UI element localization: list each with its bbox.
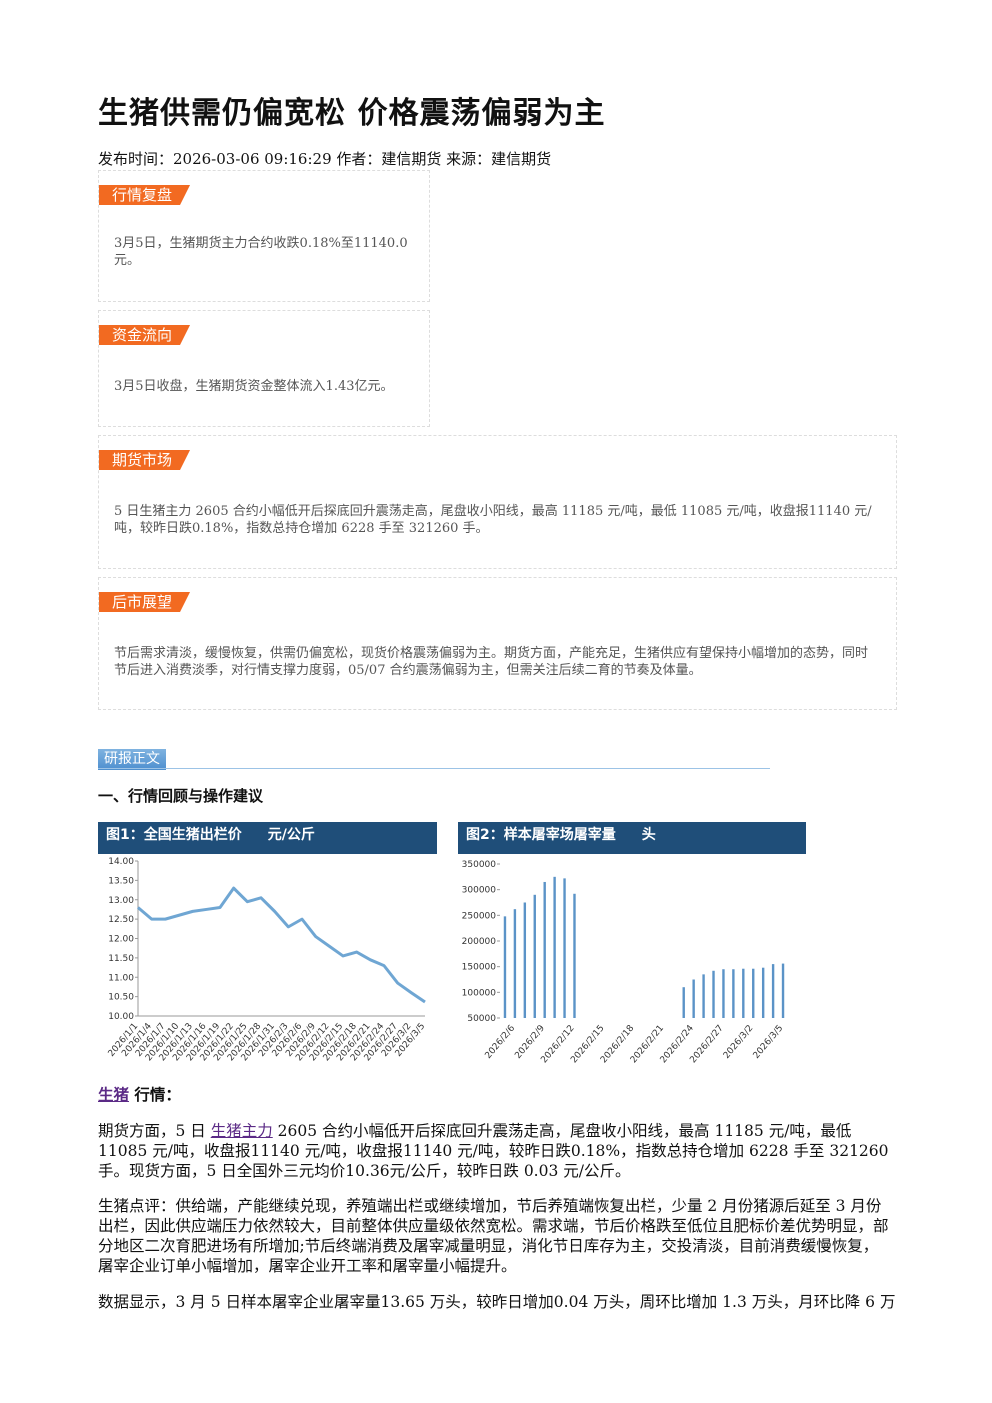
paragraph: 生猪点评：供给端，产能继续兑现，养殖端出栏或继续增加，节后养殖端恢复出栏，少量 … — [98, 1197, 889, 1275]
chart: 50000 100000 150000 200000 250000 300000 35000… — [462, 860, 786, 1065]
price-line — [137, 886, 426, 1004]
bar — [771, 964, 775, 1018]
y-tick-label: 350000 — [462, 860, 497, 870]
x-tick-label: 2026/2/6 — [484, 1023, 518, 1061]
y-tick-label: 13.00 — [108, 896, 134, 906]
subheading: 生猪 行情： — [98, 1085, 893, 1105]
y-tick-label: 12.50 — [108, 915, 134, 925]
section-text: 节后需求清淡，缓慢恢复，供需仍偏宽松，现货价格震荡偏弱为主。期货方面，产能充足，… — [114, 646, 869, 678]
section-tag: 期货市场 — [99, 450, 190, 470]
bar — [752, 968, 755, 1018]
y-tick-label: 200000 — [462, 937, 497, 947]
section-box: 资金流向 3月5日收盘，生猪期货资金整体流入1.43亿元。 — [98, 310, 430, 427]
link[interactable]: 生猪主力 — [210, 1122, 273, 1140]
x-tick-label: 2026/3/5 — [752, 1024, 786, 1061]
bar — [523, 902, 527, 1018]
y-tick-label: 300000 — [462, 886, 497, 896]
title: 生猪供需仍偏宽松 价格震荡偏弱为主 — [98, 96, 606, 131]
bar — [543, 881, 546, 1018]
bar — [503, 916, 507, 1018]
bar — [513, 909, 517, 1018]
y-tick-label: 100000 — [462, 988, 497, 998]
chart: 10.00 10.50 11.00 11.50 12.00 12.50 13.00 13.50… — [107, 857, 428, 1063]
section-tag: 行情复盘 — [99, 185, 190, 205]
chart-unit: 元/公斤 — [267, 827, 315, 843]
section-box: 行情复盘 3月5日，生猪期货主力合约收跌0.18%至11140.0元。 — [98, 170, 430, 302]
y-tick-label: 50000 — [467, 1014, 496, 1024]
section-text: 3月5日，生猪期货主力合约收跌0.18%至11140.0元。 — [114, 236, 408, 268]
bar — [722, 969, 725, 1018]
text: 2605 合约小幅低开后探底回升震荡走高，尾盘收小阳线，最高 11185 元/吨… — [98, 1122, 889, 1180]
bar — [563, 878, 566, 1018]
bar — [573, 893, 576, 1018]
y-tick-label: 11.00 — [108, 973, 134, 983]
chart-title-text: 图2：样本屠宰场屠宰量 — [466, 827, 616, 843]
bar — [712, 970, 715, 1018]
y-tick-label: 12.00 — [108, 935, 134, 945]
section-box: 期货市场 5 日生猪主力 2605 合约小幅低开后探底回升震荡走高，尾盘收小阳线… — [98, 435, 897, 569]
bar — [742, 968, 745, 1018]
text: 期货方面，5 日 — [98, 1122, 211, 1140]
bar — [682, 987, 685, 1018]
paragraph: 期货方面，5 日 生猪主力 2605 合约小幅低开后探底回升震荡走高，尾盘收小阳… — [98, 1121, 893, 1181]
meta: 发布时间：2026-03-06 09:16:29 作者：建信期货 来源：建信期货 — [98, 150, 552, 168]
chart-title: 图1：全国生猪出栏价 元/公斤 — [98, 822, 437, 854]
bar — [781, 963, 785, 1018]
section-tag: 资金流向 — [99, 325, 190, 345]
section-text: 3月5日收盘，生猪期货资金整体流入1.43亿元。 — [114, 379, 394, 394]
link[interactable]: 生猪 — [98, 1085, 130, 1104]
section-text: 5 日生猪主力 2605 合约小幅低开后探底回升震荡走高，尾盘收小阳线，最高 1… — [114, 504, 872, 536]
chart-unit: 头 — [641, 827, 656, 843]
section-tag: 后市展望 — [99, 592, 190, 612]
report-tag: 研报正文 — [98, 749, 166, 770]
chart-title-text: 图1：全国生猪出栏价 — [106, 827, 242, 843]
y-tick-label: 250000 — [462, 911, 497, 921]
section-box: 后市展望 节后需求清淡，缓慢恢复，供需仍偏宽松，现货价格震荡偏弱为主。期货方面，… — [98, 577, 897, 710]
bar — [553, 876, 556, 1018]
x-tick-label: 2026/3/2 — [722, 1024, 756, 1061]
y-tick-label: 14.00 — [108, 857, 134, 867]
bar — [761, 967, 765, 1018]
divider — [98, 768, 770, 769]
bar — [702, 974, 705, 1018]
heading: 一、行情回顾与操作建议 — [98, 787, 264, 805]
y-tick-label: 13.50 — [108, 876, 134, 886]
chart-title: 图2：样本屠宰场屠宰量 头 — [458, 822, 806, 854]
y-tick-label: 11.50 — [108, 954, 134, 964]
y-tick-label: 10.00 — [108, 1012, 134, 1022]
bar — [732, 969, 735, 1018]
text: 行情： — [129, 1085, 181, 1104]
bar — [533, 894, 536, 1018]
paragraph: 数据显示，3 月 5 日样本屠宰企业屠宰量13.65 万头，较昨日增加0.04 … — [98, 1293, 896, 1311]
bar — [692, 979, 695, 1018]
y-tick-label: 150000 — [462, 963, 497, 973]
y-tick-label: 10.50 — [108, 993, 134, 1003]
